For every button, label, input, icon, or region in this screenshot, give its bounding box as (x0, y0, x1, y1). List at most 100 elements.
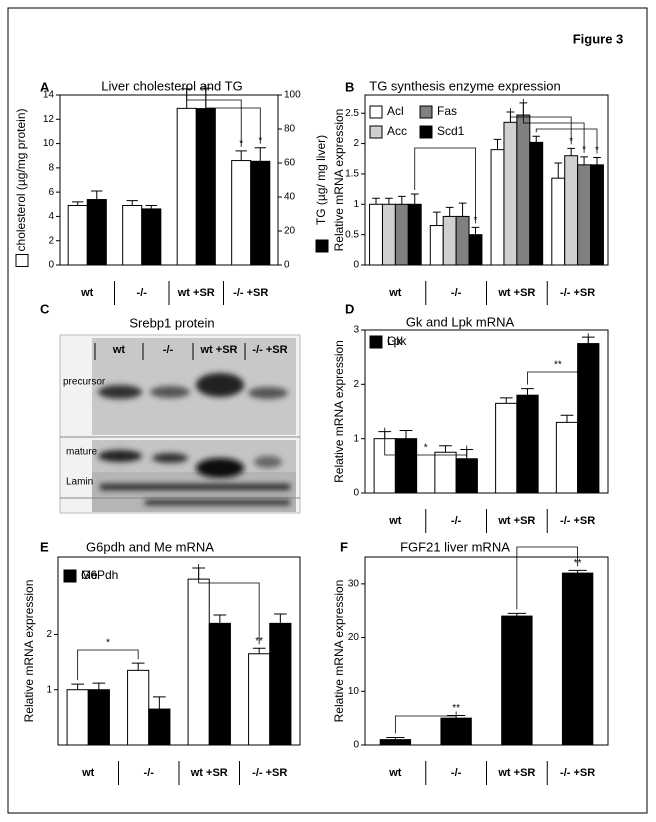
x-tick-label: wt +SR (177, 287, 215, 299)
bar (407, 203, 422, 266)
error-bar (458, 202, 467, 217)
comparison-bracket (394, 711, 457, 734)
annotation: * (106, 638, 110, 649)
panel-letter: D (345, 301, 354, 316)
legend-swatch (15, 253, 29, 267)
band (98, 450, 142, 462)
chart-panel: E G6pdh and Me mRNA 1 2 Relative mRNA expres… (22, 539, 301, 785)
band (196, 373, 244, 397)
bar (269, 622, 292, 746)
y-tick-label: 0 (353, 488, 359, 499)
error-bar (532, 135, 541, 143)
band (196, 458, 244, 478)
error-bar (554, 162, 563, 179)
bar (590, 164, 604, 266)
legend-label: Acl (387, 104, 404, 118)
error-bar (71, 683, 85, 690)
comparison-bracket (516, 546, 579, 610)
legend-label: Me (81, 568, 98, 582)
x-tick-label: wt (388, 767, 402, 779)
y2-tick-label: 100 (284, 90, 301, 101)
x-tick-label: -/- (451, 515, 462, 527)
chart-title: Liver cholesterol and TG (101, 78, 242, 93)
bar (231, 160, 252, 266)
bar (551, 177, 566, 266)
bar (379, 739, 412, 746)
bar (442, 215, 457, 266)
figure-label: Figure 3 (573, 31, 624, 46)
error-bar (445, 206, 454, 217)
legend-label: Lpk (387, 334, 407, 348)
bar (434, 451, 457, 494)
error-bar (432, 211, 441, 226)
panel-letter: C (40, 301, 50, 316)
bar (561, 572, 594, 746)
panel-letter: F (340, 539, 348, 554)
error-bar (493, 138, 502, 150)
error-bar (131, 662, 145, 671)
panel-letter: E (40, 539, 49, 554)
bar (455, 458, 478, 494)
bar (87, 689, 110, 746)
bar (66, 689, 89, 746)
lane-label: -/- (163, 344, 174, 356)
bar (394, 203, 409, 266)
y-tick-label: 0.5 (345, 229, 359, 240)
bar (86, 199, 107, 266)
y2-tick-label: 40 (284, 192, 296, 203)
bar (187, 578, 210, 746)
legend-label: Gk (387, 334, 403, 348)
blot-strip (92, 472, 296, 512)
error-bar (235, 150, 247, 161)
y-axis-label: Relative mRNA expression (332, 340, 346, 483)
x-tick-label: wt +SR (190, 767, 228, 779)
chart-panel: D Gk and Lpk mRNA 0 1 2 3 Relative mRNA expres… (332, 301, 609, 533)
bar (122, 205, 143, 266)
panel-letter: A (40, 79, 50, 94)
plot-frame (364, 329, 609, 494)
comparison-bracket (522, 98, 585, 153)
bar (248, 653, 271, 746)
x-tick-label: wt +SR (497, 287, 535, 299)
bar (529, 141, 544, 266)
legend-swatch (419, 105, 433, 119)
x-tick-label: -/- +SR (560, 767, 595, 779)
bar (516, 394, 539, 494)
bar (501, 615, 533, 746)
y-tick-label: 1 (353, 199, 359, 210)
panel-letter: B (345, 79, 354, 94)
plot-frame (364, 556, 609, 746)
chart-panel: B TG synthesis enzyme expression 0 0.5 1 1.5 2… (332, 78, 609, 305)
lane-label: -/- +SR (252, 344, 287, 356)
comparison-bracket (186, 84, 242, 147)
y-tick-label: 0 (353, 260, 359, 271)
y-tick-label: 2.5 (345, 108, 359, 119)
y-tick-label: 0 (48, 260, 54, 271)
y-tick-label: 1 (46, 684, 52, 695)
x-tick-label: -/- +SR (560, 287, 595, 299)
bar (250, 160, 271, 266)
error-bar (560, 414, 574, 423)
y-tick-label: 1.5 (345, 169, 359, 180)
y-tick-label: 30 (348, 578, 360, 589)
error-bar (410, 193, 419, 205)
x-tick-label: -/- (137, 287, 148, 299)
y-axis-label: Relative mRNA expression (332, 109, 346, 252)
error-bar (254, 147, 267, 162)
bar (195, 108, 216, 266)
y2-tick-label: 0 (284, 260, 290, 271)
y-axis-label: Relative mRNA expression (332, 580, 346, 723)
y-tick-label: 12 (43, 114, 55, 125)
legend-label: G6Pdh (81, 568, 118, 582)
x-tick-label: -/- +SR (252, 767, 287, 779)
bar (440, 717, 472, 746)
y-tick-label: 1 (353, 433, 359, 444)
x-tick-label: -/- +SR (233, 287, 268, 299)
y-axis-label: cholesterol (µg/mg protein) (14, 109, 28, 252)
comparison-bracket (510, 108, 572, 145)
bar (127, 669, 150, 746)
bar (176, 107, 197, 266)
band (98, 385, 142, 399)
x-tick-label: wt (388, 287, 402, 299)
comparison-bracket (384, 427, 468, 456)
